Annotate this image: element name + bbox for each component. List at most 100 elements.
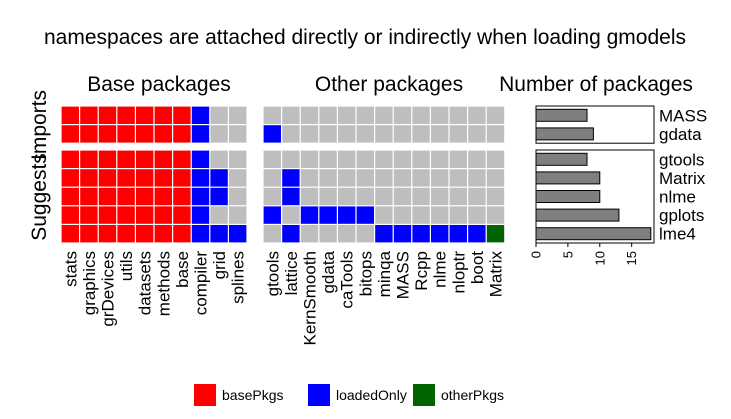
cell-gdata-grdevices — [98, 125, 117, 143]
cell-matrix-compiler — [191, 169, 210, 187]
cell-nlme-grdevices — [98, 187, 117, 206]
cell-matrix-grdevices — [98, 169, 117, 187]
cell-mass-datasets — [136, 106, 154, 124]
chart-title: namespaces are attached directly or indi… — [44, 26, 686, 49]
cell-lme4-rcpp — [412, 225, 430, 243]
x-tick-grdevices: grDevices — [99, 251, 118, 327]
x-tick-gdata: gdata — [319, 250, 338, 293]
count-tick-0: 0 — [529, 251, 544, 258]
cell-mass-gtools — [263, 106, 281, 124]
cell-gtools-nlme — [431, 150, 449, 168]
cell-gdata-gdata — [319, 125, 337, 143]
cell-nlme-nloptr — [449, 187, 467, 206]
count-label-lme4: lme4 — [659, 225, 696, 244]
cell-gtools-gdata — [319, 150, 337, 168]
count-bar-gtools — [535, 152, 588, 166]
strip-other-packages: Other packages — [315, 73, 463, 96]
cell-gplots-gtools — [263, 206, 281, 224]
cell-nlme-matrix — [486, 187, 505, 206]
cell-mass-gdata — [319, 106, 337, 124]
cell-matrix-gdata — [319, 169, 337, 187]
x-tick-labels: stats graphics grDevices utils datasets metho… — [61, 250, 505, 345]
cell-lme4-stats — [61, 225, 79, 243]
cell-gdata-nlme — [431, 125, 449, 143]
cell-nlme-kernsmooth — [300, 187, 319, 206]
cell-gtools-graphics — [80, 150, 98, 168]
cell-mass-stats — [61, 106, 79, 124]
cell-nlme-boot — [468, 187, 486, 206]
cell-gdata-stats — [61, 125, 79, 143]
cell-mass-boot — [468, 106, 486, 124]
cell-nlme-minqa — [375, 187, 393, 206]
cell-lme4-boot — [468, 225, 486, 243]
cell-gdata-kernsmooth — [300, 125, 319, 143]
cell-matrix-gtools — [263, 169, 281, 187]
cell-mass-compiler — [191, 106, 210, 124]
cell-gtools-grid — [210, 150, 228, 168]
count-tick-10: 10 — [592, 251, 607, 265]
cell-matrix-nloptr — [449, 169, 467, 187]
cell-lme4-grdevices — [98, 225, 117, 243]
cell-lme4-mass — [393, 225, 412, 243]
cell-gdata-base — [173, 125, 191, 143]
cell-gplots-bitops — [356, 206, 374, 224]
legend-swatch-basepkgs — [194, 384, 216, 406]
cell-gplots-rcpp — [412, 206, 430, 224]
cell-gplots-kernsmooth — [300, 206, 319, 224]
cell-lme4-catools — [338, 225, 356, 243]
legend-label-basepkgs: basePkgs — [222, 387, 283, 403]
cell-gtools-catools — [338, 150, 356, 168]
cell-mass-nlme — [431, 106, 449, 124]
x-tick-boot: boot — [468, 251, 487, 284]
cell-gplots-minqa — [375, 206, 393, 224]
count-label-mass: MASS — [659, 106, 707, 125]
x-tick-grid: grid — [210, 251, 229, 279]
cell-gplots-gdata — [319, 206, 337, 224]
cell-lme4-kernsmooth — [300, 225, 319, 243]
cell-gdata-bitops — [356, 125, 374, 143]
cell-lme4-gtools — [263, 225, 281, 243]
cell-nlme-methods — [154, 187, 172, 206]
cell-gdata-minqa — [375, 125, 393, 143]
cell-gdata-splines — [229, 125, 247, 143]
count-bar-lme4 — [535, 227, 652, 241]
count-label-gtools: gtools — [659, 150, 704, 169]
cell-lme4-splines — [229, 225, 247, 243]
x-tick-kernsmooth: KernSmooth — [301, 251, 320, 346]
cell-gtools-methods — [154, 150, 172, 168]
cell-gdata-utils — [117, 125, 135, 143]
cell-lme4-methods — [154, 225, 172, 243]
cell-nlme-utils — [117, 187, 135, 206]
cell-gplots-compiler — [191, 206, 210, 224]
cell-gdata-datasets — [136, 125, 154, 143]
cell-matrix-lattice — [282, 169, 300, 187]
cell-gdata-grid — [210, 125, 228, 143]
cell-nlme-base — [173, 187, 191, 206]
cell-nlme-compiler — [191, 187, 210, 206]
legend-swatch-loadedonly — [308, 384, 330, 406]
cell-lme4-graphics — [80, 225, 98, 243]
cell-mass-catools — [338, 106, 356, 124]
count-tick-5: 5 — [560, 251, 575, 258]
legend-label-otherpkgs: otherPkgs — [441, 387, 504, 403]
cell-gplots-lattice — [282, 206, 300, 224]
cell-gdata-catools — [338, 125, 356, 143]
cell-mass-grid — [210, 106, 228, 124]
cell-gtools-minqa — [375, 150, 393, 168]
cell-gplots-splines — [229, 206, 247, 224]
cell-gdata-lattice — [282, 125, 300, 143]
cell-gdata-matrix — [486, 125, 505, 143]
count-tick-15: 15 — [624, 251, 639, 265]
cell-mass-rcpp — [412, 106, 430, 124]
cell-nlme-nlme — [431, 187, 449, 206]
cell-nlme-grid — [210, 187, 228, 206]
cell-gdata-compiler — [191, 125, 210, 143]
cell-lme4-datasets — [136, 225, 154, 243]
count-bar-gplots — [535, 208, 620, 222]
cell-mass-splines — [229, 106, 247, 124]
count-bar-mass — [535, 108, 588, 122]
cell-lme4-gdata — [319, 225, 337, 243]
cell-nlme-datasets — [136, 187, 154, 206]
strip-number-of-packages: Number of packages — [499, 73, 693, 96]
